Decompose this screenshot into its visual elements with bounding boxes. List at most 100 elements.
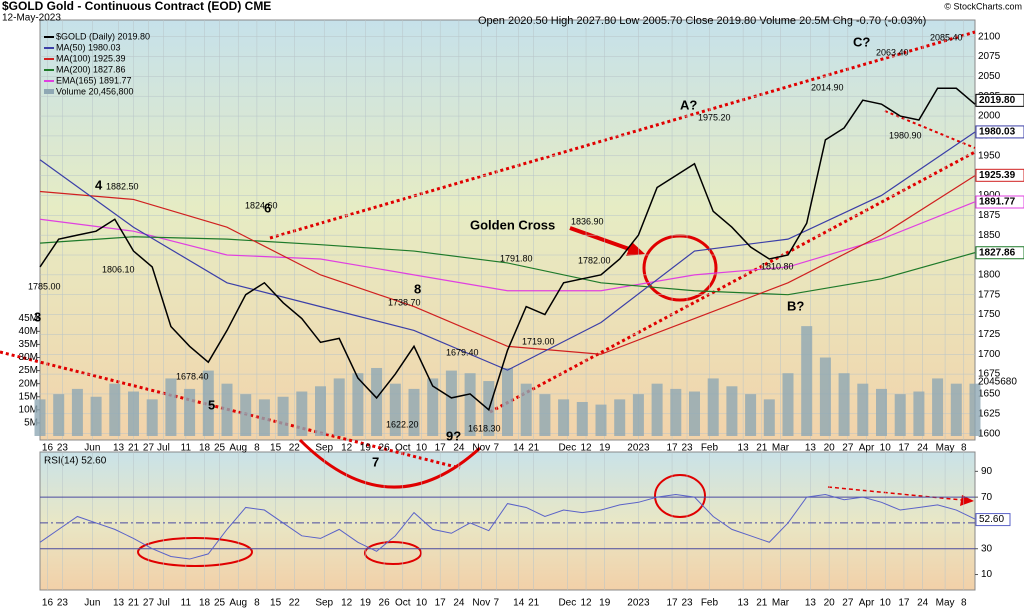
x-tick-label: 24 [453,598,465,609]
legend-label: $GOLD (Daily) 2019.80 [56,31,150,41]
volume-bar [315,386,326,436]
quote: Open 2020.50 High 2027.80 Low 2005.70 Cl… [478,15,926,27]
x-tick-label: 18 [199,598,211,609]
value-tag-label: 2019.80 [979,95,1016,106]
price-label: 1622.20 [386,419,419,429]
x-tick-label: 27 [143,443,155,454]
x-tick-label: 12 [341,443,353,454]
volume-bar [857,383,869,436]
volume-bar [801,326,813,436]
x-tick-label: 2023 [627,443,650,454]
value-tag [975,125,1024,139]
wave-label: 8 [414,281,421,296]
x-tick-label: 17 [435,598,447,609]
y2-tick-label: 40M [19,326,38,337]
x-tick-label: 19 [599,598,611,609]
volume-bar [651,383,663,436]
y-tick-label: 2000 [978,111,1001,122]
price-label: 2085.40 [930,32,963,42]
x-tick-label: Mar [772,598,790,609]
volume-bar [53,394,65,436]
x-tick-label: 13 [805,598,817,609]
x-tick-label: 21 [128,443,140,454]
value-tag-label: 1891.77 [979,197,1016,208]
y-tick-label: 2050 [978,71,1001,82]
x-tick-label: 14 [513,443,525,454]
y-tick-label: 1800 [978,269,1001,280]
x-tick-label: Jul [157,443,170,454]
volume-bar [894,394,906,436]
volume-bar [520,383,532,436]
series-line [39,201,976,292]
x-tick-label: 8 [254,598,260,609]
rsi-panel [39,451,976,591]
x-tick-label: 8 [254,443,260,454]
x-tick-label: 13 [738,598,750,609]
legend-swatch [44,89,54,94]
x-tick-label: 20 [824,598,836,609]
volume-bar [932,378,944,436]
volume-bar [614,399,626,436]
volume-bar [632,394,644,436]
date: 12-May-2023 [2,13,61,24]
x-tick-label: Nov [472,443,490,454]
x-tick-label: 13 [738,443,750,454]
legend-label: Volume 20,456,800 [56,86,134,96]
y-tick-label: 2075 [978,51,1001,62]
y-tick-label: 1725 [978,329,1001,340]
price-label: 1782.00 [578,255,611,265]
volume-bar [277,396,289,436]
x-tick-label: Dec [558,598,576,609]
x-tick-label: 19 [360,598,372,609]
value-tag-label: 52.60 [979,514,1004,525]
x-tick-label: Jun [84,443,100,454]
volume-bar [876,388,887,436]
volume-bar [408,388,420,436]
volume-bar [371,367,383,436]
y2-tick-label: 30M [19,352,38,363]
wave-label: 4 [95,177,103,192]
x-tick-label: 23 [681,443,693,454]
volume-bar [109,383,121,436]
y2-tick-label: 45M [19,313,38,324]
wave-label: 7 [372,454,379,469]
y2-tick-label: 5M [24,418,38,429]
price-label: 2063.40 [876,47,909,57]
price-label: 1719.00 [522,336,555,346]
volume-bar [165,378,177,436]
x-tick-label: 20 [824,443,836,454]
x-tick-label: 18 [199,443,211,454]
volume-bar [595,404,607,436]
value-tag [975,93,1024,107]
x-tick-label: Aug [229,443,247,454]
x-tick-label: 24 [917,443,929,454]
y-tick-label: 1850 [978,230,1001,241]
x-tick-label: 12 [580,598,592,609]
x-tick-label: 19 [599,443,611,454]
y-tick-label: 1650 [978,389,1001,400]
y-tick-label: 1700 [978,349,1001,360]
wave-label: C? [853,34,870,49]
x-tick-label: 24 [917,598,929,609]
price-label: 1791.80 [500,253,533,263]
volume-bar [202,370,214,436]
value-tag-label: 1925.39 [979,170,1016,181]
x-tick-label: 16 [42,443,54,454]
y2-tick-label: 15M [19,391,38,402]
x-tick-label: 21 [756,598,768,609]
price-label: 1679.40 [446,347,479,357]
wave-label: 3 [34,309,41,324]
x-tick-label: Nov [472,598,490,609]
volume-bar [819,357,831,436]
volume-bar [128,391,139,436]
x-tick-label: 15 [270,443,282,454]
x-tick-label: May [936,443,955,454]
x-tick-label: Sep [315,598,333,609]
x-tick-label: 21 [128,598,140,609]
x-tick-label: 13 [113,598,125,609]
x-tick-label: May [936,598,955,609]
volume-bar [146,399,158,436]
x-tick-label: 17 [898,443,910,454]
series-line [39,131,976,371]
